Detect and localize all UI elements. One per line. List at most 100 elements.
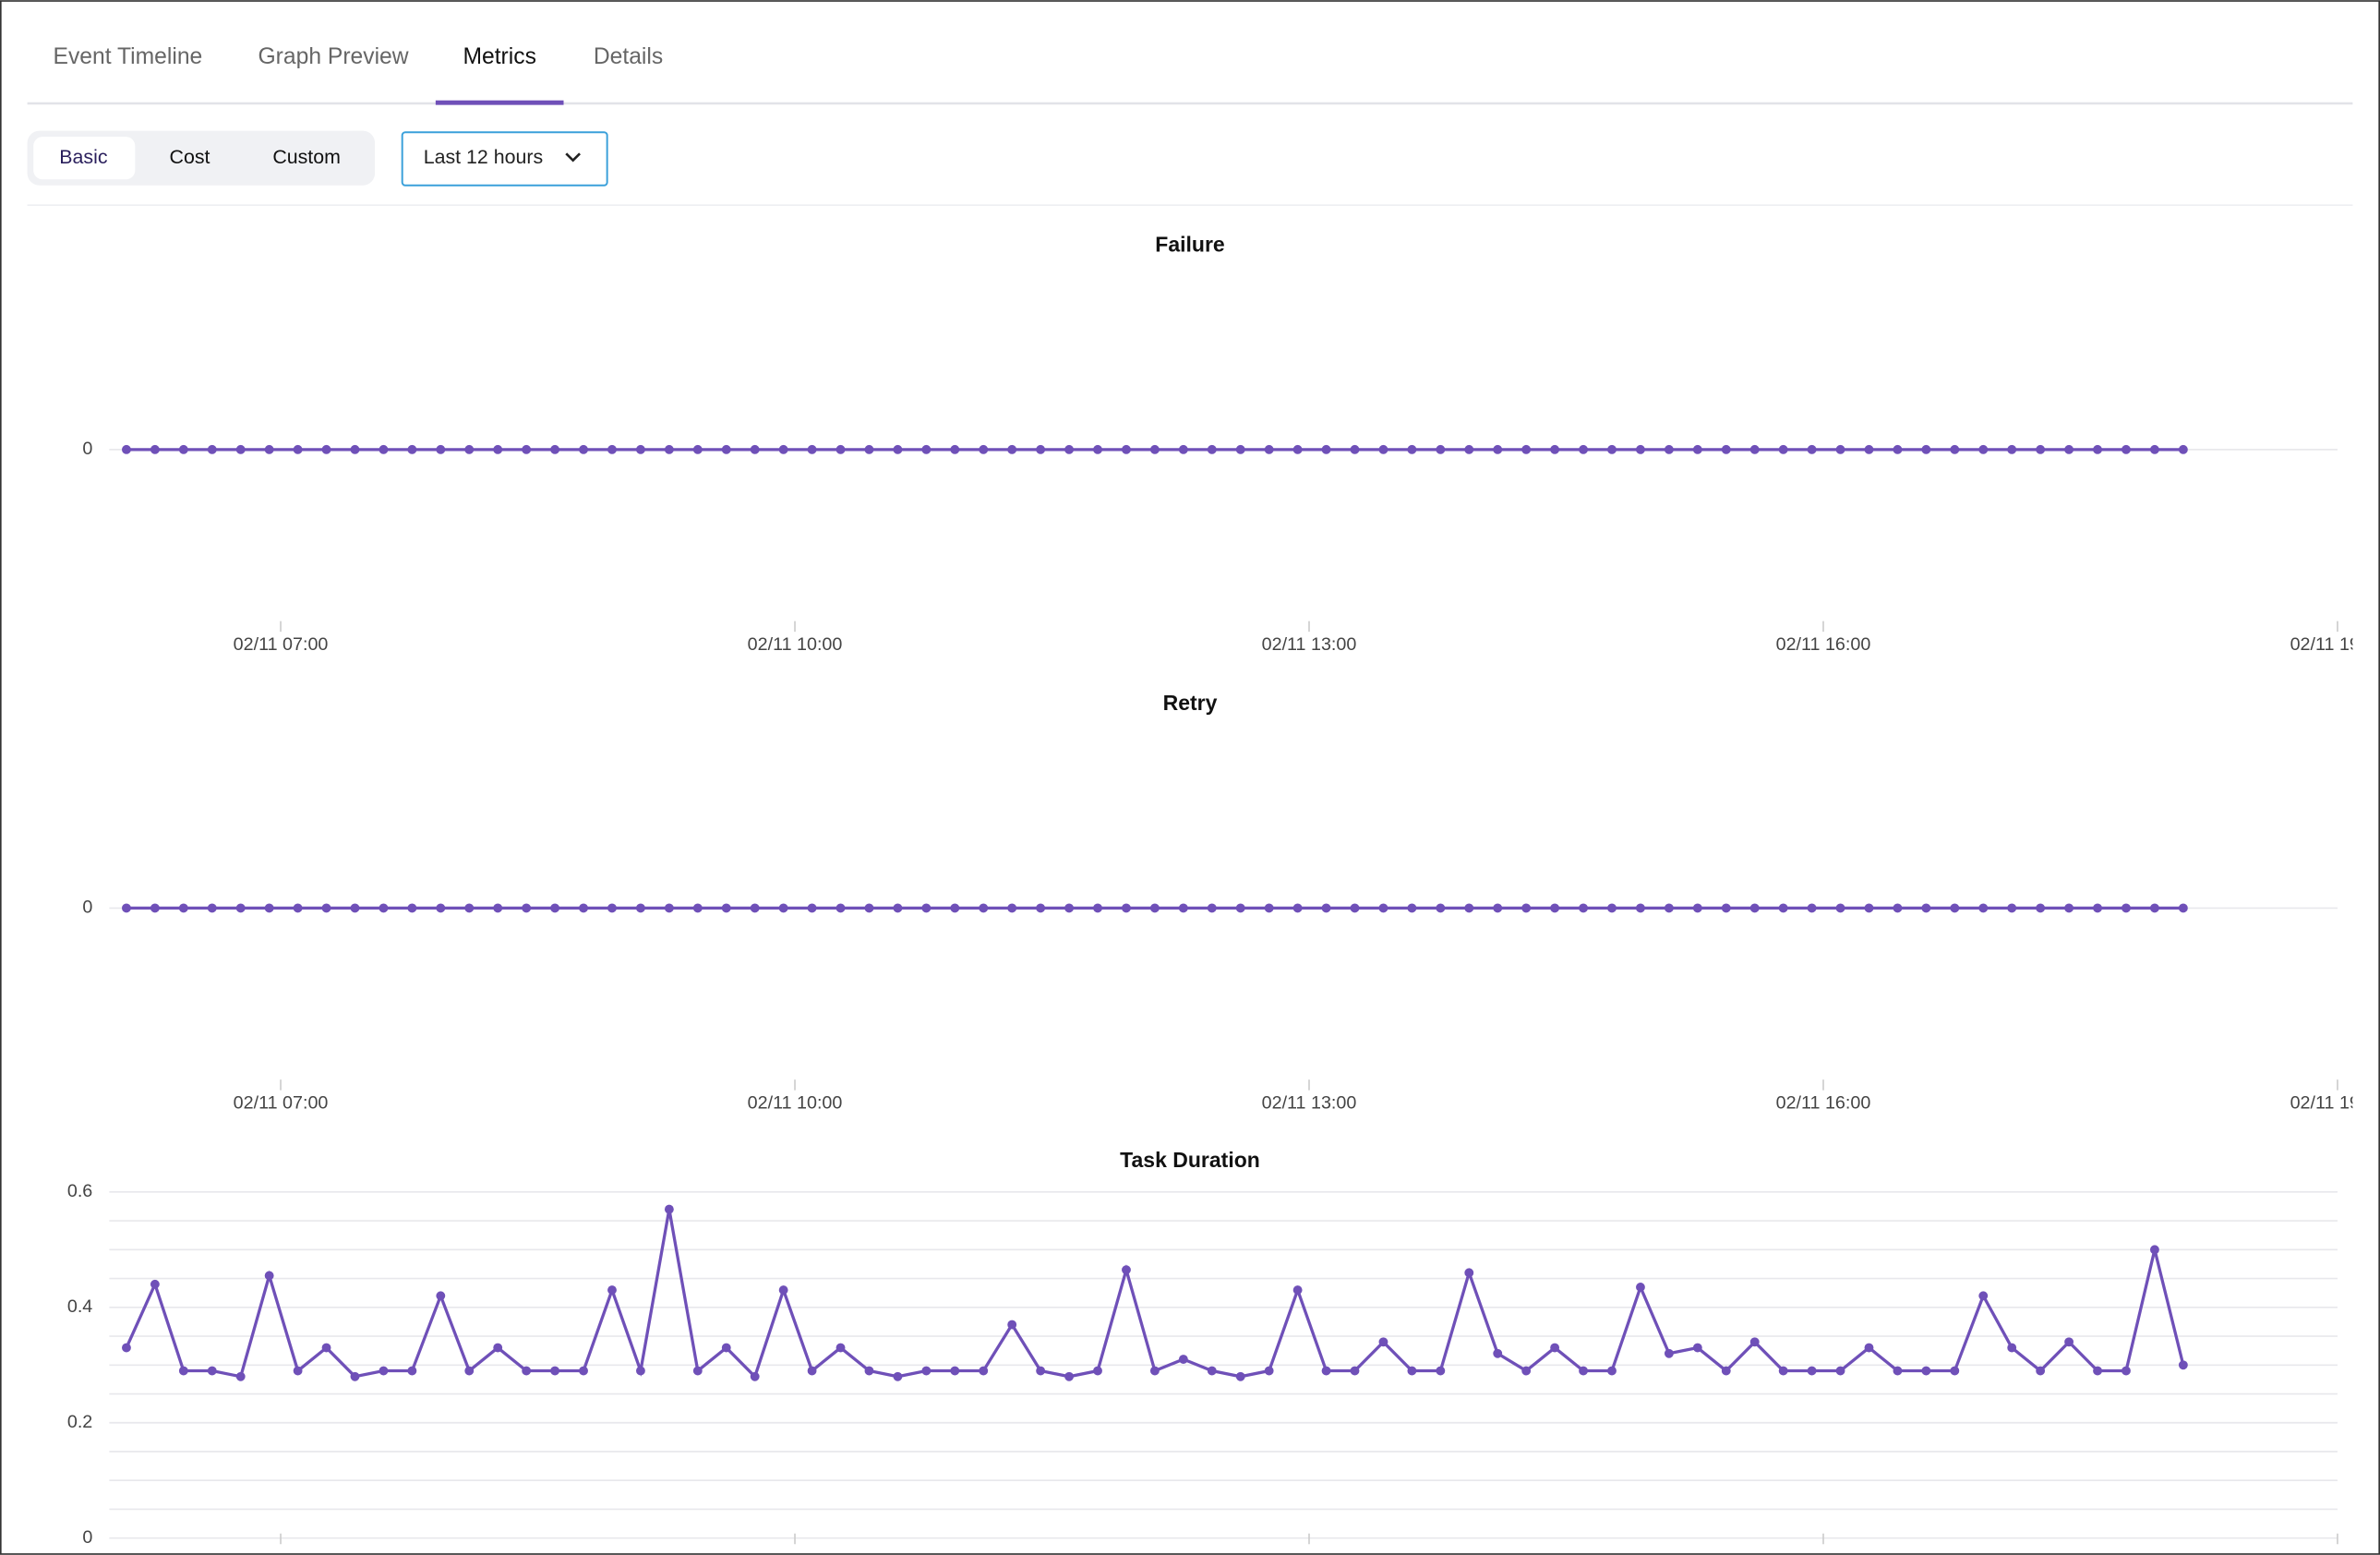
data-point: [2036, 444, 2046, 454]
data-point: [1093, 903, 1102, 913]
segment-button[interactable]: Cost: [170, 146, 210, 168]
data-point: [1778, 1366, 1788, 1376]
x-tick-label: 02/11 10:00: [748, 634, 843, 655]
data-point: [921, 1366, 932, 1376]
chart-title: Task Duration: [1120, 1148, 1260, 1172]
data-point: [1749, 444, 1760, 454]
data-point: [1636, 444, 1645, 454]
data-point: [1122, 1265, 1131, 1275]
data-point: [2007, 1343, 2017, 1353]
data-point: [778, 1285, 788, 1295]
data-point: [379, 1366, 389, 1376]
time-range-dropdown[interactable]: [401, 131, 608, 187]
data-point: [436, 1291, 446, 1301]
data-point: [721, 903, 731, 913]
data-point: [1721, 903, 1731, 913]
data-point: [493, 444, 503, 454]
data-point: [1721, 1366, 1731, 1376]
y-tick-label: 0.6: [67, 1181, 92, 1201]
data-point: [1464, 444, 1474, 454]
y-tick-label: 0: [82, 898, 92, 918]
data-point: [1636, 903, 1645, 913]
data-point: [1921, 903, 1931, 913]
x-tick-label: 02/11 13:00: [1262, 634, 1357, 655]
data-point: [1579, 903, 1588, 913]
data-point: [778, 903, 788, 913]
data-point: [921, 444, 932, 454]
data-point: [2149, 903, 2159, 913]
data-point: [1864, 444, 1874, 454]
data-point: [1807, 444, 1817, 454]
data-point: [1149, 1366, 1160, 1376]
data-point: [1093, 444, 1102, 454]
data-point: [1407, 903, 1417, 913]
tab[interactable]: Event Timeline: [54, 44, 203, 69]
data-point: [1807, 1366, 1817, 1376]
x-tick-label: 02/11 07:00: [234, 634, 329, 655]
data-point: [1664, 444, 1674, 454]
data-point: [1064, 444, 1075, 454]
data-point: [2122, 903, 2131, 913]
data-point: [1464, 1268, 1474, 1278]
x-tick-label: 02/11 13:00: [1262, 1553, 1357, 1555]
data-point: [1007, 444, 1017, 454]
tab[interactable]: Metrics: [463, 44, 535, 69]
data-point: [950, 903, 960, 913]
data-point: [2064, 1337, 2074, 1347]
segment-button[interactable]: Basic: [59, 146, 108, 168]
data-point: [2178, 444, 2188, 454]
data-point: [1378, 903, 1388, 913]
data-point: [835, 1343, 846, 1353]
data-point: [1579, 1366, 1588, 1376]
data-point: [1292, 444, 1303, 454]
x-tick-label: 02/11 10:00: [748, 1093, 843, 1114]
segment-button[interactable]: Custom: [272, 146, 341, 168]
data-point: [2149, 444, 2159, 454]
data-point: [1749, 903, 1760, 913]
data-point: [2093, 1366, 2102, 1376]
data-point: [807, 903, 817, 913]
data-point: [1950, 903, 1960, 913]
data-point: [235, 1371, 246, 1381]
tab[interactable]: Details: [594, 44, 663, 69]
data-point: [1122, 444, 1131, 454]
data-point: [2122, 1366, 2131, 1376]
data-point: [235, 444, 246, 454]
data-point: [1178, 903, 1188, 913]
data-point: [692, 903, 703, 913]
tab[interactable]: Graph Preview: [258, 44, 409, 69]
data-point: [1407, 444, 1417, 454]
data-point: [350, 903, 360, 913]
data-point: [893, 903, 903, 913]
x-tick-label: 02/11 19:00: [2290, 1093, 2380, 1114]
data-point: [122, 1343, 131, 1353]
active-segment: [33, 137, 136, 180]
data-point: [1579, 444, 1588, 454]
data-point: [1007, 903, 1017, 913]
data-point: [407, 903, 417, 913]
data-point: [1749, 1337, 1760, 1347]
data-point: [321, 1343, 331, 1353]
data-point: [1264, 444, 1274, 454]
data-point: [464, 903, 475, 913]
data-point: [379, 444, 389, 454]
data-point: [1893, 444, 1903, 454]
data-point: [1321, 1366, 1331, 1376]
data-point: [122, 903, 131, 913]
data-point: [893, 444, 903, 454]
data-point: [635, 903, 645, 913]
x-tick-label: 02/11 19:00: [2290, 634, 2380, 655]
data-point: [1692, 444, 1702, 454]
data-point: [464, 1366, 475, 1376]
data-point: [979, 1366, 989, 1376]
data-point: [293, 1366, 303, 1376]
data-point: [2036, 1366, 2046, 1376]
data-point: [579, 903, 588, 913]
data-point: [1093, 1366, 1102, 1376]
data-point: [721, 1343, 731, 1353]
data-point: [293, 444, 303, 454]
data-point: [1778, 903, 1788, 913]
x-tick-label: 02/11 10:00: [748, 1553, 843, 1555]
x-tick-label: 02/11 07:00: [234, 1553, 329, 1555]
